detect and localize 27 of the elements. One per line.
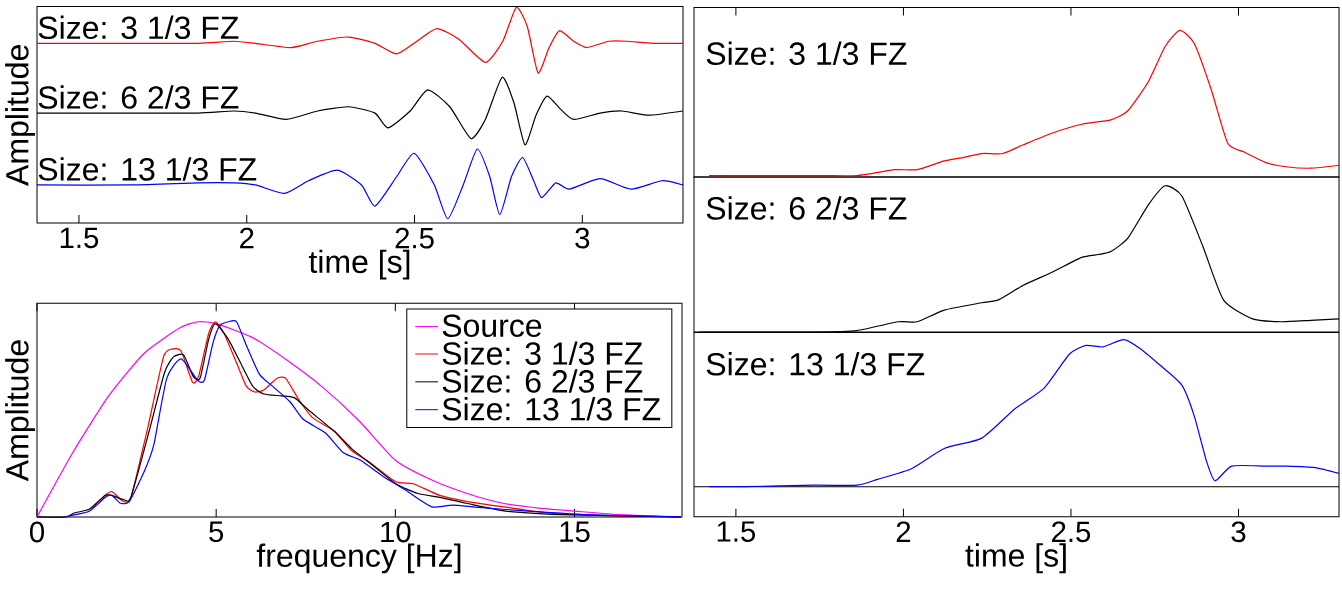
legend-label: Size: 3 1/3 FZ bbox=[442, 341, 643, 365]
x-tick-label: 3 bbox=[575, 227, 590, 249]
series-label: Size: 6 2/3 FZ bbox=[38, 85, 239, 109]
x-tick-label: 2 bbox=[896, 521, 911, 542]
x-tick-label: 1.5 bbox=[60, 227, 99, 249]
x-tick-label: 5 bbox=[209, 521, 224, 543]
x-axis-title: frequency [Hz] bbox=[256, 543, 461, 574]
text: Size: 13 1/3 FZ bbox=[706, 352, 925, 376]
series-label: Size: 13 1/3 FZ bbox=[38, 157, 257, 181]
series-label: Size: 3 1/3 FZ bbox=[38, 15, 239, 40]
legend-label: Source bbox=[442, 314, 542, 338]
x-tick-label: 10 bbox=[381, 521, 411, 543]
x-tick-label: 2 bbox=[240, 227, 254, 249]
x-tick-label: 1.5 bbox=[717, 521, 756, 542]
x-tick-label: 3 bbox=[1231, 521, 1246, 543]
y-axis-title: Amplitude bbox=[5, 45, 35, 186]
x-tick-label: 0 bbox=[30, 521, 45, 543]
legend-label: Size: 13 1/3 FZ bbox=[442, 397, 661, 421]
legend-label: Size: 6 2/3 FZ bbox=[442, 369, 643, 393]
x-axis-title: time [s] bbox=[308, 249, 410, 280]
x-tick-label: 15 bbox=[560, 521, 590, 543]
x-tick-label: 2.5 bbox=[395, 227, 434, 249]
text: Size: 6 2/3 FZ bbox=[706, 196, 907, 220]
text: Size: 3 1/3 FZ bbox=[706, 41, 907, 66]
x-axis-title: time [s] bbox=[965, 543, 1066, 574]
y-axis-title: Amplitude bbox=[5, 340, 35, 482]
x-tick-label: 2.5 bbox=[1052, 521, 1091, 543]
